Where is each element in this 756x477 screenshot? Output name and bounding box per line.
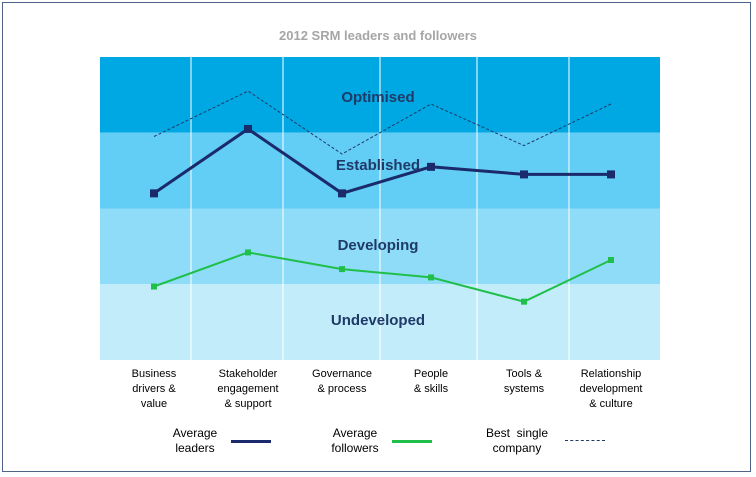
x-tick-label: Relationship (581, 368, 642, 380)
data-point-average-followers (151, 283, 157, 290)
x-tick-label: Governance (312, 368, 372, 380)
legend-label-line: company (492, 441, 542, 455)
x-tick-label: Tools & (506, 368, 543, 380)
series-line-best-single-company (153, 90, 612, 155)
x-tick-label: Stakeholder (219, 368, 278, 380)
legend-label-line: followers (331, 441, 379, 455)
x-tick-label: People (414, 368, 448, 380)
legend-label: Average followers (320, 426, 390, 456)
x-tick-label: engagement (217, 383, 278, 395)
legend-label: Best single company (472, 426, 562, 456)
legend-swatch (565, 440, 605, 441)
band-label-developing: Developing (338, 237, 419, 254)
data-point-average-leaders (520, 170, 528, 179)
legend-swatch (392, 440, 432, 443)
band-label-undeveloped: Undeveloped (331, 312, 425, 329)
band-label-established: Established (336, 157, 420, 174)
legend-label-line: Average (172, 426, 218, 440)
data-point-average-followers (245, 249, 251, 256)
data-point-average-followers (521, 298, 527, 305)
legend-label: Average leaders (160, 426, 230, 456)
data-point-average-leaders (150, 189, 158, 198)
data-point-average-leaders (244, 124, 252, 133)
x-tick-label: & skills (414, 383, 449, 395)
x-tick-label: systems (504, 383, 545, 395)
legend-label-line: Average (332, 426, 378, 440)
data-point-average-followers (339, 266, 345, 273)
legend-swatch (231, 440, 271, 443)
data-point-average-leaders (338, 189, 346, 198)
data-point-average-followers (428, 274, 434, 281)
x-tick-label: drivers & (132, 383, 176, 395)
x-tick-label: Business (132, 368, 177, 380)
x-tick-label: & support (224, 398, 271, 410)
legend-label-line: leaders (175, 441, 215, 455)
series-line-average-leaders (153, 127, 611, 195)
chart-title: 2012 SRM leaders and followers (279, 28, 477, 43)
data-point-average-leaders (427, 162, 435, 171)
series-line-average-followers (153, 251, 612, 303)
x-tick-label: development (580, 383, 643, 395)
data-point-average-leaders (607, 170, 615, 179)
band-label-optimised: Optimised (341, 89, 414, 106)
data-point-average-followers (608, 257, 614, 264)
x-tick-label: & culture (589, 398, 632, 410)
legend-label-line: Best single (485, 426, 549, 440)
x-tick-label: value (141, 398, 167, 410)
x-tick-label: & process (318, 383, 367, 395)
